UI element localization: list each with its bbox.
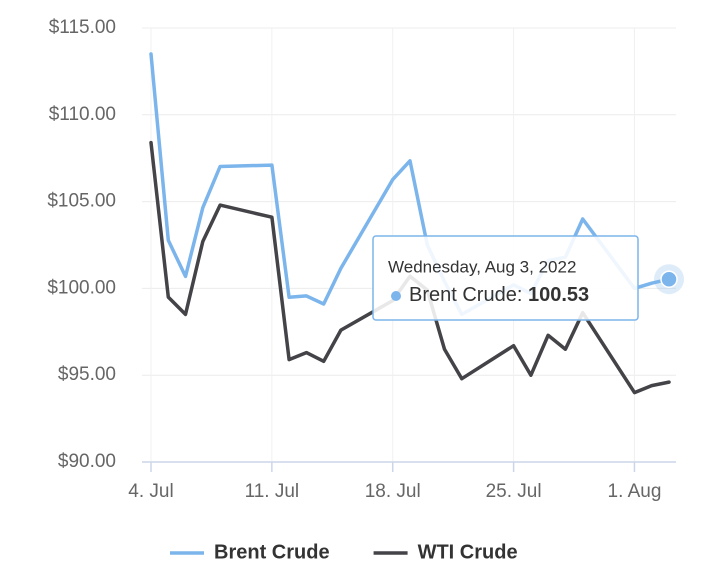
legend-item[interactable]: Brent Crude	[170, 541, 330, 563]
legend-label: Brent Crude	[214, 541, 330, 563]
y-tick-label: $90.00	[58, 451, 116, 472]
y-tick-label: $95.00	[58, 364, 116, 385]
tooltip-value: 100.53	[528, 284, 589, 306]
y-tick-label: $110.00	[49, 104, 116, 125]
legend-label: WTI Crude	[418, 541, 518, 563]
tooltip-row: Brent Crude: 100.53	[409, 284, 589, 306]
x-tick-label: 25. Jul	[486, 481, 542, 502]
y-tick-label: $105.00	[47, 191, 116, 212]
tooltip-marker	[391, 291, 401, 301]
x-tick-label: 11. Jul	[245, 481, 300, 502]
tooltip-box	[372, 235, 639, 321]
tooltip-header: Wednesday, Aug 3, 2022	[388, 257, 576, 276]
y-tick-label: $100.00	[47, 277, 116, 298]
tooltip: Wednesday, Aug 3, 2022 Brent Crude: 100.5…	[372, 235, 639, 321]
x-tick-label: 1. Aug	[608, 481, 662, 502]
x-tick-label: 4. Jul	[128, 481, 173, 502]
legend: Brent Crude WTI Crude	[170, 541, 518, 563]
legend-item[interactable]: WTI Crude	[373, 541, 518, 563]
x-tick-label: 18. Jul	[365, 481, 421, 502]
tooltip-label: Brent Crude:	[409, 284, 522, 306]
hover-point	[660, 270, 678, 288]
y-tick-label: $115.00	[49, 17, 116, 38]
